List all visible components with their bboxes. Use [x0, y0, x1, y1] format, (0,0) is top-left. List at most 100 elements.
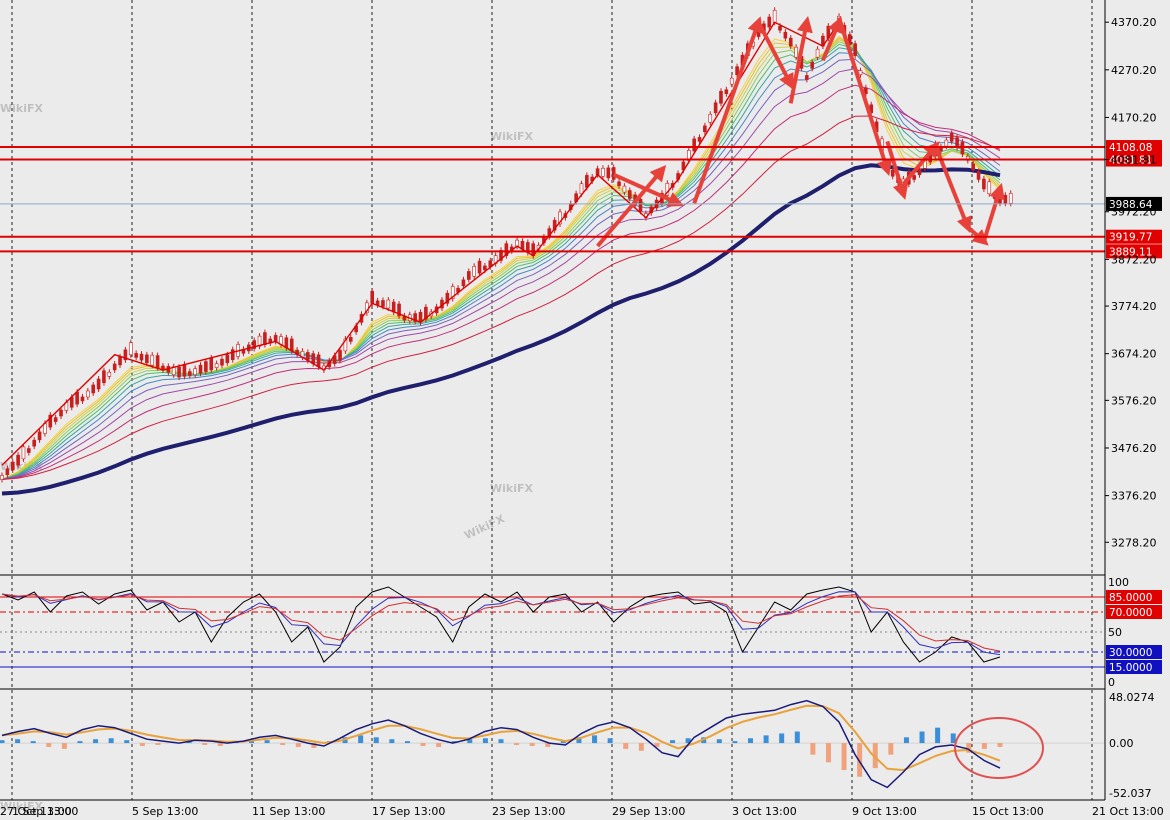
candle-body	[917, 168, 922, 175]
candle-body	[1003, 194, 1008, 204]
candle-body	[386, 299, 391, 309]
candle-body	[697, 137, 702, 142]
candle-body	[472, 265, 476, 277]
watermark-text-5: WikiFX	[0, 800, 44, 813]
candle-body	[86, 390, 90, 398]
candle-body	[424, 306, 428, 320]
candle-body	[713, 102, 718, 114]
time-axis-label: 3 Oct 13:00	[732, 805, 797, 818]
macd-histogram-bar	[373, 737, 379, 744]
macd-histogram-bar	[779, 733, 785, 744]
macd-histogram-bar	[888, 743, 894, 755]
candle-body	[289, 338, 294, 352]
candle-body	[391, 301, 396, 313]
macd-histogram-bar	[857, 743, 863, 777]
candle-body	[198, 364, 203, 374]
macd-tick-label: 48.0274	[1109, 691, 1155, 704]
candle-body	[413, 313, 417, 322]
stochastic-pane: 85.0000 70.0000 30.0000 15.0000	[0, 586, 1162, 674]
macd-histogram-bar	[311, 743, 317, 748]
macd-histogram-bar	[794, 731, 800, 744]
macd-histogram-bar	[498, 739, 504, 744]
candle-body	[949, 133, 954, 142]
time-axis-label: 9 Oct 13:00	[852, 805, 917, 818]
candle-body	[461, 279, 466, 287]
macd-histogram-bar	[981, 743, 987, 749]
price-tick-label: 3376.20	[1111, 490, 1157, 503]
ma-slow-line	[1, 163, 1001, 496]
macd-histogram-bar	[670, 740, 676, 744]
candle-body	[128, 342, 133, 356]
candle-body	[225, 354, 230, 364]
macd-histogram-bar	[202, 743, 208, 745]
candle-body	[150, 354, 155, 366]
stoch-signal-line	[1, 591, 1001, 656]
macd-highlight-circle	[954, 717, 1044, 779]
level-tag-label: 4108.08	[1109, 142, 1152, 154]
candle-body	[622, 185, 627, 193]
candle-body	[230, 349, 235, 360]
time-axis-label: 11 Sep 13:00	[252, 805, 325, 818]
macd-histogram-bar	[935, 727, 941, 744]
price-tick-label: 4270.20	[1111, 64, 1157, 77]
candle-body	[10, 461, 15, 471]
macd-tick-label: 0.00	[1109, 737, 1134, 750]
macd-histogram-bar	[0, 740, 5, 744]
candle-body	[864, 87, 868, 95]
candle-body	[75, 391, 79, 405]
watermark-text-1: WikiFX	[0, 102, 44, 115]
candle-body	[847, 34, 852, 45]
ma-ribbon-line	[1, 115, 1001, 480]
candle-body	[338, 350, 342, 361]
candle-body	[960, 141, 965, 155]
macd-histogram-bar	[295, 743, 301, 747]
macd-histogram-bar	[264, 740, 270, 744]
candle-body	[788, 37, 793, 47]
macd-histogram-bar	[139, 743, 145, 746]
macd-histogram-bar	[124, 740, 130, 744]
macd-histogram-bar	[186, 741, 192, 744]
price-tick-label: 3674.20	[1111, 348, 1157, 361]
price-tick-label: 4170.20	[1111, 111, 1157, 124]
candle-body	[118, 356, 122, 366]
candle-body	[53, 417, 58, 422]
candle-body	[145, 354, 149, 364]
macd-histogram-bar	[389, 739, 395, 744]
axis-labels: 4370.20 4270.20 4170.20 4081.81 3972.20 3872.…	[0, 16, 1164, 818]
level-tag	[1106, 152, 1162, 167]
current-price-tag	[1106, 196, 1162, 211]
candle-body	[381, 300, 385, 307]
candle-body	[155, 355, 160, 368]
candle-body	[579, 183, 584, 195]
stoch-tick-label: 50	[1108, 626, 1122, 639]
macd-histogram-bar	[15, 739, 21, 744]
candle-body	[853, 43, 857, 56]
trend-arrow	[788, 16, 813, 104]
stoch-level-label: 15.0000	[1109, 662, 1152, 674]
candle-body	[182, 364, 187, 377]
macd-histogram-bar	[716, 739, 722, 744]
stoch-tick-label: 0	[1108, 676, 1115, 689]
candle-body	[204, 361, 208, 372]
candle-body	[724, 89, 729, 95]
candle-body	[719, 90, 723, 104]
time-axis-label: 5 Sep 13:00	[132, 805, 198, 818]
candle-body	[858, 70, 863, 75]
trend-arrow	[981, 182, 1005, 242]
candle-body	[767, 16, 772, 28]
candle-body	[397, 303, 401, 317]
trend-arrow	[692, 16, 763, 204]
candle-body	[112, 363, 117, 371]
price-tick-label: 4370.20	[1111, 16, 1157, 29]
candle-body	[348, 337, 353, 342]
macd-histogram-bar	[46, 743, 52, 747]
macd-histogram-bar	[436, 743, 442, 747]
candle-body	[263, 332, 267, 345]
macd-histogram-bar	[654, 743, 660, 747]
trend-arrow	[901, 141, 940, 186]
macd-histogram-bar	[514, 743, 520, 745]
stoch-slow-line	[1, 593, 1001, 652]
time-axis-label: 23 Sep 13:00	[492, 805, 565, 818]
macd-signal-line	[1, 704, 1001, 772]
stoch-level-tag	[1106, 590, 1162, 604]
